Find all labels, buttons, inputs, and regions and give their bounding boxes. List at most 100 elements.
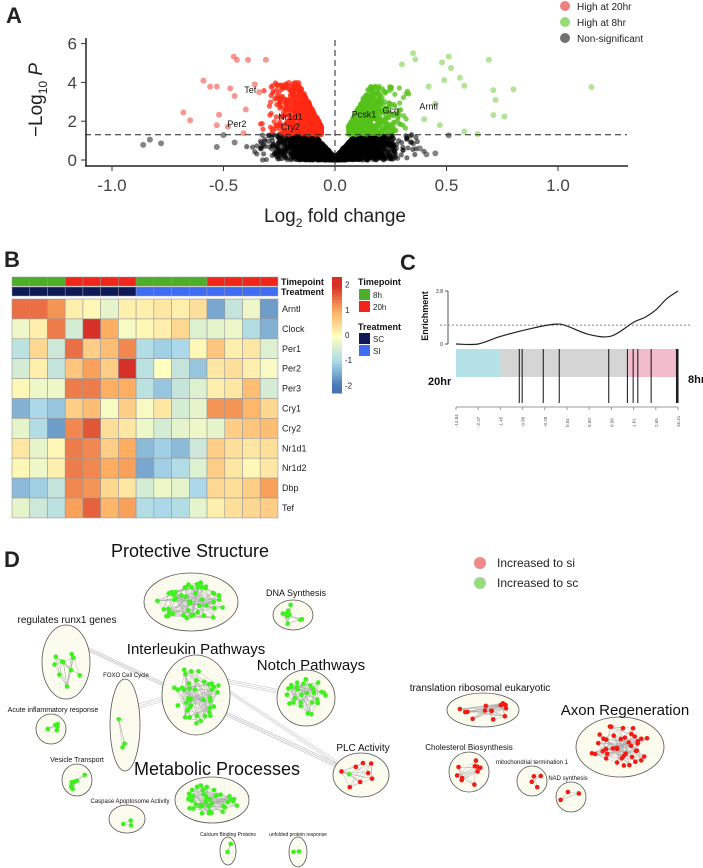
enrichment-plot: Enrichment 20hr 8hr 02.8-14.84 -2.37 -1.45… (420, 289, 703, 427)
treatment-annotation-cell (47, 286, 66, 297)
color-scale-segment (332, 372, 342, 377)
point-non-significant (263, 156, 269, 163)
point-high-at-8hr (369, 92, 375, 98)
network-node (57, 672, 62, 677)
heatmap-cell (29, 298, 48, 320)
cluster-boundary (109, 678, 141, 772)
rank-tick-label: -2.37 (476, 416, 481, 427)
point-high8 (492, 96, 499, 103)
point-high8 (588, 84, 595, 91)
heatmap-cell (189, 437, 208, 459)
x-tick-label: -0.5 (209, 176, 238, 195)
heatmap-cell (29, 457, 48, 479)
color-scale-segment (332, 375, 342, 379)
color-scale-segment (332, 390, 342, 394)
cluster-title: Protective Structure (111, 541, 269, 561)
treatment-annotation-cell (118, 286, 137, 297)
network-node (294, 684, 300, 690)
heatmap-cell (242, 497, 261, 519)
heatmap-cell (242, 298, 261, 320)
network-node (187, 704, 193, 710)
point-high8 (461, 82, 468, 89)
rank-tick-label: 2.65 (654, 418, 659, 427)
heatmap-cell (100, 298, 119, 320)
color-scale-segment (332, 288, 342, 292)
heatmap-cell (206, 497, 226, 519)
rank-tick-label: -14.84 (454, 414, 459, 427)
heatmap-cell (259, 457, 279, 479)
point-high-at-20hr (306, 122, 312, 128)
timepoint-annotation-label: Timepoint (281, 277, 324, 287)
heatmap-cell (206, 437, 226, 459)
heatmap-cell (206, 338, 226, 359)
point-high-at-20hr (307, 103, 313, 110)
treatment-annotation-cell (82, 286, 101, 297)
point-high8 (474, 131, 481, 138)
heatmap-cell (64, 318, 84, 340)
heatmap-cell (47, 477, 66, 499)
heatmap-cell (47, 497, 66, 519)
heatmap-cell (259, 398, 279, 419)
heatmap-cell (118, 398, 137, 419)
gene-label-cry2: Cry2 (281, 122, 300, 132)
network-node (323, 693, 328, 698)
rank-tick-label: 0.04 (565, 418, 570, 427)
network-node (303, 677, 309, 682)
point-high20 (256, 89, 263, 96)
y-tick-label: 6 (68, 35, 77, 54)
cluster-interleukin-pathways: Interleukin Pathways (127, 641, 265, 736)
heatmap-cell (47, 457, 66, 479)
heatmap-cell (189, 358, 208, 379)
heatmap-cell (171, 338, 190, 359)
point-high8 (398, 61, 405, 68)
heatmap-cell (29, 398, 48, 419)
point-high20 (242, 106, 249, 113)
heatmap-cell (135, 457, 155, 479)
point-non-significant (281, 146, 287, 153)
point-non-significant (392, 149, 398, 155)
treatment-annotation-cell (64, 286, 84, 297)
point-high8 (456, 74, 463, 81)
network-node (280, 611, 286, 616)
point-high-at-8hr (379, 86, 385, 92)
treatment-annotation-cell (242, 286, 261, 297)
heatmap-cell (47, 398, 66, 419)
y-tick-label: 2 (68, 112, 77, 131)
network-node (194, 581, 200, 587)
heatmap-cell (171, 418, 190, 439)
timepoint-annotation-cell (171, 276, 190, 287)
point-high20 (213, 83, 220, 90)
heatmap-cell (11, 358, 31, 379)
heatmap-cell (100, 358, 119, 379)
point-high-at-20hr (273, 122, 279, 129)
network-node (77, 673, 82, 678)
heatmap-cell (118, 437, 137, 459)
point-high-at-20hr (257, 121, 264, 127)
point-high-at-20hr (260, 126, 266, 132)
gene-label-per2: Per2 (227, 119, 246, 129)
heatmap-cell (29, 318, 48, 340)
treatment-legend-title: Treatment (358, 322, 401, 332)
heatmap-cell (82, 378, 101, 399)
network-node (216, 683, 221, 688)
timepoint-annotation-cell (242, 276, 261, 287)
heatmap-cell (135, 298, 155, 320)
point-high8 (447, 65, 454, 72)
heatmap-cell (47, 418, 66, 439)
cluster-title: regulates runx1 genes (18, 615, 117, 626)
heatmap-cell (135, 437, 155, 459)
network-node (199, 597, 205, 602)
heatmap-cell (64, 338, 84, 359)
point-non-significant (244, 144, 250, 150)
point-ns (213, 144, 220, 151)
heatmap-cell (153, 378, 172, 399)
network-node (188, 669, 194, 674)
point-non-significant (388, 155, 394, 161)
heatmap-row-label: Clock (282, 324, 305, 334)
heatmap-cell (11, 437, 31, 459)
heatmap-cell (206, 318, 226, 340)
treatment-annotation-cell (29, 286, 48, 297)
network-node (187, 599, 193, 604)
timepoint-annotation-cell (118, 276, 137, 287)
